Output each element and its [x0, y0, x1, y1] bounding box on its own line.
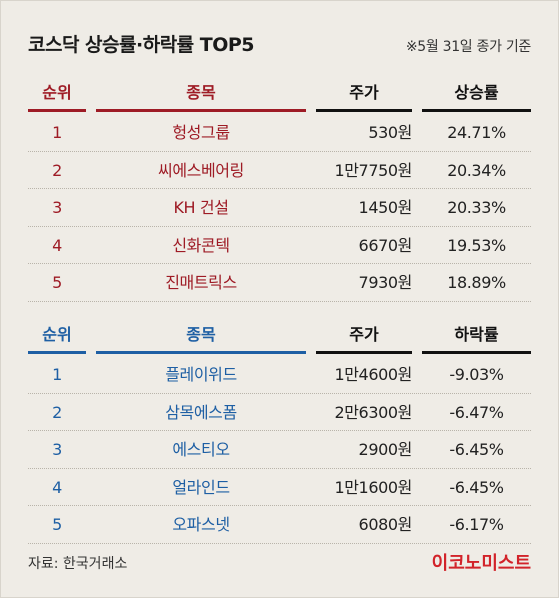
stock-name-cell: 진매트릭스 — [165, 273, 237, 292]
table-row: 3 에스티오 2900원 -6.45% — [28, 431, 531, 469]
header-price: 주가 — [316, 318, 412, 354]
stock-name-cell: 헝성그룹 — [172, 123, 230, 142]
rank-cell: 3 — [52, 440, 62, 459]
header-rise-rate: 상승률 — [422, 76, 531, 112]
header-rank: 순위 — [28, 76, 86, 112]
table-row: 1 플레이위드 1만4600원 -9.03% — [28, 356, 531, 394]
rank-cell: 4 — [52, 477, 62, 497]
stock-name-cell: 씨에스베어링 — [158, 160, 244, 180]
price-cell: 6080원 — [358, 515, 413, 534]
publisher-logo: 이코노미스트 — [431, 553, 531, 574]
rate-cell: 18.89% — [447, 273, 506, 292]
gainers-header-row: 순위 종목 주가 상승률 — [28, 76, 531, 114]
stock-name-cell: 삼목에스폼 — [165, 402, 237, 422]
rate-cell: -6.47% — [449, 402, 504, 422]
rank-cell: 2 — [52, 160, 62, 180]
rate-cell: -9.03% — [449, 365, 504, 384]
rate-cell: 24.71% — [447, 123, 506, 142]
table-row: 5 오파스넷 6080원 -6.17% — [28, 506, 531, 544]
rank-cell: 1 — [52, 365, 62, 384]
rank-cell: 5 — [52, 273, 62, 292]
stock-name-cell: 오파스넷 — [172, 515, 230, 534]
table-row: 3 KH 건설 1450원 20.33% — [28, 189, 531, 227]
rate-cell: 19.53% — [447, 235, 506, 255]
price-cell: 6670원 — [358, 235, 413, 255]
losers-table: 순위 종목 주가 하락률 1 플레이위드 1만4600원 -9.03% 2 삼목… — [28, 318, 531, 544]
basis-note: ※5월 31일 종가 기준 — [405, 39, 531, 55]
losers-header-row: 순위 종목 주가 하락률 — [28, 318, 531, 356]
table-row: 2 씨에스베어링 1만7750원 20.34% — [28, 152, 531, 190]
source-note: 자료: 한국거래소 — [28, 556, 128, 572]
rate-cell: -6.45% — [449, 477, 504, 497]
rate-cell: -6.45% — [449, 440, 504, 459]
rank-cell: 3 — [52, 198, 62, 217]
price-cell: 1만4600원 — [334, 365, 412, 384]
rate-cell: -6.17% — [449, 515, 504, 534]
stock-name-cell: 플레이위드 — [165, 365, 237, 384]
table-row: 4 얼라인드 1만1600원 -6.45% — [28, 469, 531, 507]
gainers-table: 순위 종목 주가 상승률 1 헝성그룹 530원 24.71% 2 씨에스베어링… — [28, 76, 531, 302]
page-title: 코스닥 상승률·하락률 TOP5 — [28, 34, 255, 56]
rank-cell: 4 — [52, 235, 62, 255]
price-cell: 1450원 — [358, 198, 413, 217]
stock-name-cell: 얼라인드 — [172, 477, 230, 497]
table-row: 4 신화콘텍 6670원 19.53% — [28, 227, 531, 265]
header-price: 주가 — [316, 76, 412, 112]
price-cell: 1만1600원 — [334, 477, 412, 497]
rate-cell: 20.33% — [447, 198, 506, 217]
stock-name-cell: 에스티오 — [172, 440, 230, 459]
price-cell: 2만6300원 — [334, 402, 412, 422]
table-row: 5 진매트릭스 7930원 18.89% — [28, 264, 531, 302]
rank-cell: 2 — [52, 402, 62, 422]
price-cell: 2900원 — [358, 440, 413, 459]
price-cell: 7930원 — [358, 273, 413, 292]
header-name: 종목 — [96, 76, 306, 112]
rank-cell: 1 — [52, 123, 62, 142]
header-fall-rate: 하락률 — [422, 318, 531, 354]
rate-cell: 20.34% — [447, 160, 506, 180]
header-name: 종목 — [96, 318, 306, 354]
rank-cell: 5 — [52, 515, 62, 534]
table-row: 1 헝성그룹 530원 24.71% — [28, 114, 531, 152]
price-cell: 1만7750원 — [334, 160, 412, 180]
stock-name-cell: 신화콘텍 — [172, 235, 230, 255]
stock-name-cell: KH 건설 — [173, 198, 229, 217]
header-rank: 순위 — [28, 318, 86, 354]
price-cell: 530원 — [368, 123, 412, 142]
table-row: 2 삼목에스폼 2만6300원 -6.47% — [28, 394, 531, 432]
